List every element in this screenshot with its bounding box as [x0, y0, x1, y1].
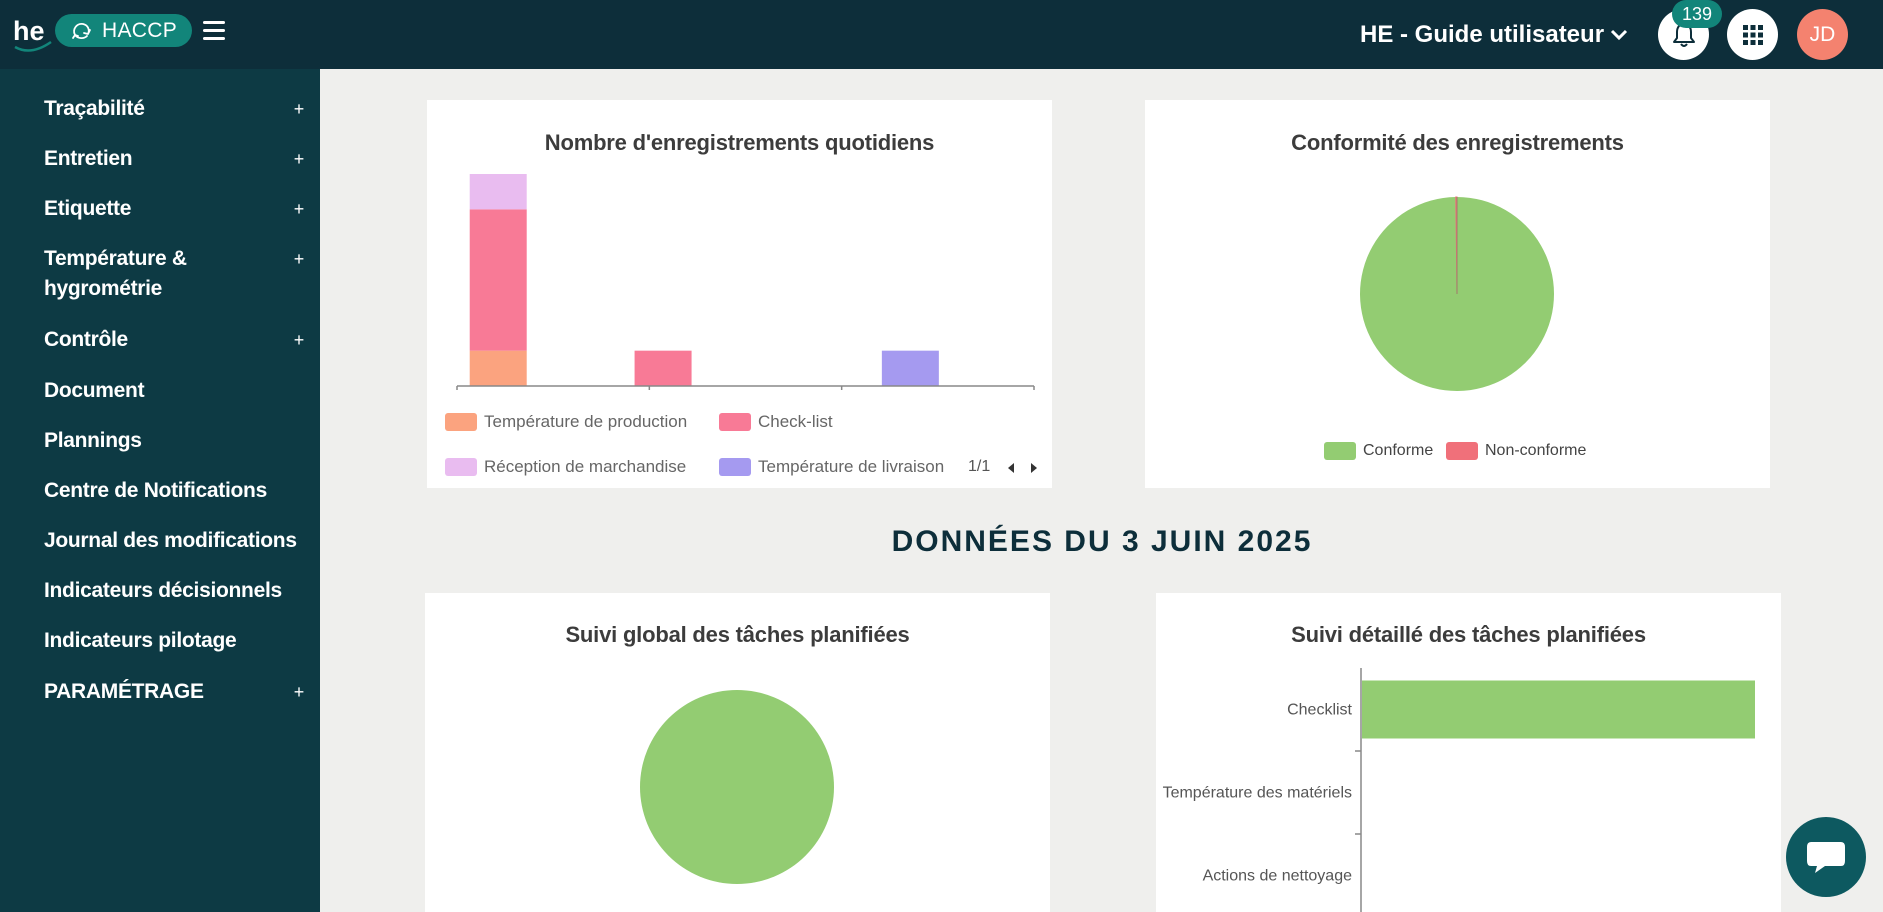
chart-title: Suivi détaillé des tâches planifiées: [1291, 622, 1646, 647]
daily-records-card: Nombre d'enregistrements quotidiens Merc…: [427, 100, 1052, 488]
chat-button[interactable]: [1786, 817, 1866, 897]
sidebar-item-controle[interactable]: Contrôle +: [44, 325, 304, 355]
global-tasks-pie-chart: [640, 690, 834, 884]
expand-plus-icon[interactable]: +: [293, 99, 305, 119]
legend-label: Conforme: [1363, 442, 1434, 459]
recycle-leaf-icon: [72, 22, 91, 39]
y-tick-label: Température des matériels: [1163, 785, 1352, 802]
expand-plus-icon[interactable]: +: [293, 330, 305, 350]
legend-swatch: [1446, 442, 1478, 460]
bar-segment-1-0[interactable]: [469, 209, 527, 351]
sidebar-item-label: Entretien: [44, 147, 133, 170]
legend-label: Réception de marchandise: [484, 457, 687, 476]
bar-0[interactable]: [1362, 680, 1755, 739]
y-tick-label: Checklist: [1287, 702, 1352, 719]
legend-label: Température de production: [484, 412, 688, 431]
conformity-card: Conformité des enregistrements Conforme N…: [1145, 100, 1770, 488]
bar-segment-2-0[interactable]: [469, 174, 527, 210]
legend-next-icon[interactable]: [1029, 462, 1039, 474]
user-avatar[interactable]: JD: [1797, 9, 1848, 60]
bar-segment-0-0[interactable]: [469, 350, 527, 386]
organization-name: HE - Guide utilisateur: [1360, 21, 1605, 48]
bar-segment-3-5[interactable]: [881, 350, 939, 386]
conformity-pie-chart: [1360, 196, 1555, 391]
sidebar-item-label: Indicateurs pilotage: [44, 629, 237, 652]
expand-plus-icon[interactable]: +: [293, 149, 305, 169]
sidebar-item-label: Centre de Notifications: [44, 479, 267, 502]
sidebar-item-entretien[interactable]: Entretien +: [44, 144, 304, 174]
top-bar: he HACCP HE - Guide utilisateur 139 JD: [0, 0, 1883, 69]
sidebar: Traçabilité + Entretien + Etiquette + Tempé…: [0, 69, 320, 912]
legend-item[interactable]: Température de production: [445, 412, 687, 432]
sidebar-item-label: PARAMÉTRAGE: [44, 680, 204, 703]
legend-item[interactable]: Réception de marchandise: [445, 457, 686, 477]
sidebar-item-label: Traçabilité: [44, 97, 145, 120]
sidebar-item-indicateurs-pilotage[interactable]: Indicateurs pilotage: [44, 626, 304, 656]
chart-title: Conformité des enregistrements: [1291, 130, 1624, 155]
sidebar-item-label: Plannings: [44, 429, 142, 452]
haccp-badge[interactable]: HACCP: [55, 14, 192, 47]
y-tick-label: Actions de nettoyage: [1203, 868, 1353, 885]
legend-item[interactable]: Température de livraison: [719, 457, 944, 477]
sidebar-item-temperature-hygrometrie[interactable]: Température & hygrométrie +: [44, 244, 304, 304]
sidebar-item-label: Etiquette: [44, 197, 132, 220]
sidebar-item-parametrage[interactable]: PARAMÉTRAGE +: [44, 677, 304, 707]
sidebar-item-label-line2: hygrométrie: [44, 277, 163, 300]
legend-label: Non-conforme: [1485, 442, 1587, 459]
pie-slice[interactable]: [640, 690, 834, 884]
sidebar-item-centre-notifications[interactable]: Centre de Notifications: [44, 476, 304, 506]
organization-selector[interactable]: HE - Guide utilisateur: [1360, 19, 1628, 51]
legend-prev-icon[interactable]: [1006, 462, 1016, 474]
legend-pager: 1/1: [968, 458, 991, 475]
legend-swatch: [445, 413, 477, 431]
bar-segment-1-2[interactable]: [634, 350, 692, 386]
legend-swatch: [719, 458, 751, 476]
chat-bubble-icon: [1807, 842, 1845, 873]
detailed-tasks-bar-chart: Checklist Température des matériels Action…: [1163, 668, 1755, 912]
legend-label: Température de livraison: [758, 457, 945, 476]
sidebar-item-indicateurs-decisionnels[interactable]: Indicateurs décisionnels: [44, 576, 304, 606]
daily-records-chart: MercrediVendrediDimancheMardi: [456, 174, 1035, 390]
expand-plus-icon[interactable]: +: [293, 199, 305, 219]
sidebar-item-tracabilite[interactable]: Traçabilité +: [44, 94, 304, 124]
haccp-badge-label: HACCP: [102, 18, 178, 42]
sidebar-item-document[interactable]: Document: [44, 376, 304, 406]
sidebar-item-journal-modifications[interactable]: Journal des modifications: [44, 526, 304, 556]
apps-button[interactable]: [1727, 9, 1778, 60]
sidebar-item-label: Température &: [44, 247, 187, 270]
he-logo[interactable]: he: [13, 14, 59, 54]
chart-title: Nombre d'enregistrements quotidiens: [544, 130, 935, 155]
section-title: DONNÉES DU 3 JUIN 2025: [891, 525, 1313, 558]
menu-toggle-icon[interactable]: [203, 21, 225, 41]
expand-plus-icon[interactable]: +: [293, 682, 305, 702]
detailed-tasks-card: Suivi détaillé des tâches planifiées Che…: [1156, 593, 1781, 912]
sidebar-item-etiquette[interactable]: Etiquette +: [44, 194, 304, 224]
expand-plus-icon[interactable]: +: [293, 249, 305, 269]
global-tasks-card: Suivi global des tâches planifiées: [425, 593, 1050, 912]
sidebar-item-plannings[interactable]: Plannings: [44, 426, 304, 456]
legend-swatch: [445, 458, 477, 476]
sidebar-item-label: Contrôle: [44, 328, 128, 351]
legend-label: Check-list: [758, 412, 833, 431]
legend-item[interactable]: Check-list: [719, 412, 833, 432]
sidebar-item-label: Document: [44, 379, 145, 402]
logo-text: he: [13, 16, 45, 46]
sidebar-item-label: Indicateurs décisionnels: [44, 579, 282, 602]
grid-icon: [1742, 24, 1763, 45]
notification-count-badge: 139: [1672, 0, 1722, 28]
chart-title: Suivi global des tâches planifiées: [565, 622, 910, 647]
legend-item[interactable]: Conforme: [1324, 442, 1433, 460]
legend-item[interactable]: Non-conforme: [1446, 442, 1586, 460]
sidebar-item-label: Journal des modifications: [44, 529, 297, 552]
chevron-down-icon: [1610, 29, 1628, 41]
legend-swatch: [1324, 442, 1356, 460]
legend-swatch: [719, 413, 751, 431]
